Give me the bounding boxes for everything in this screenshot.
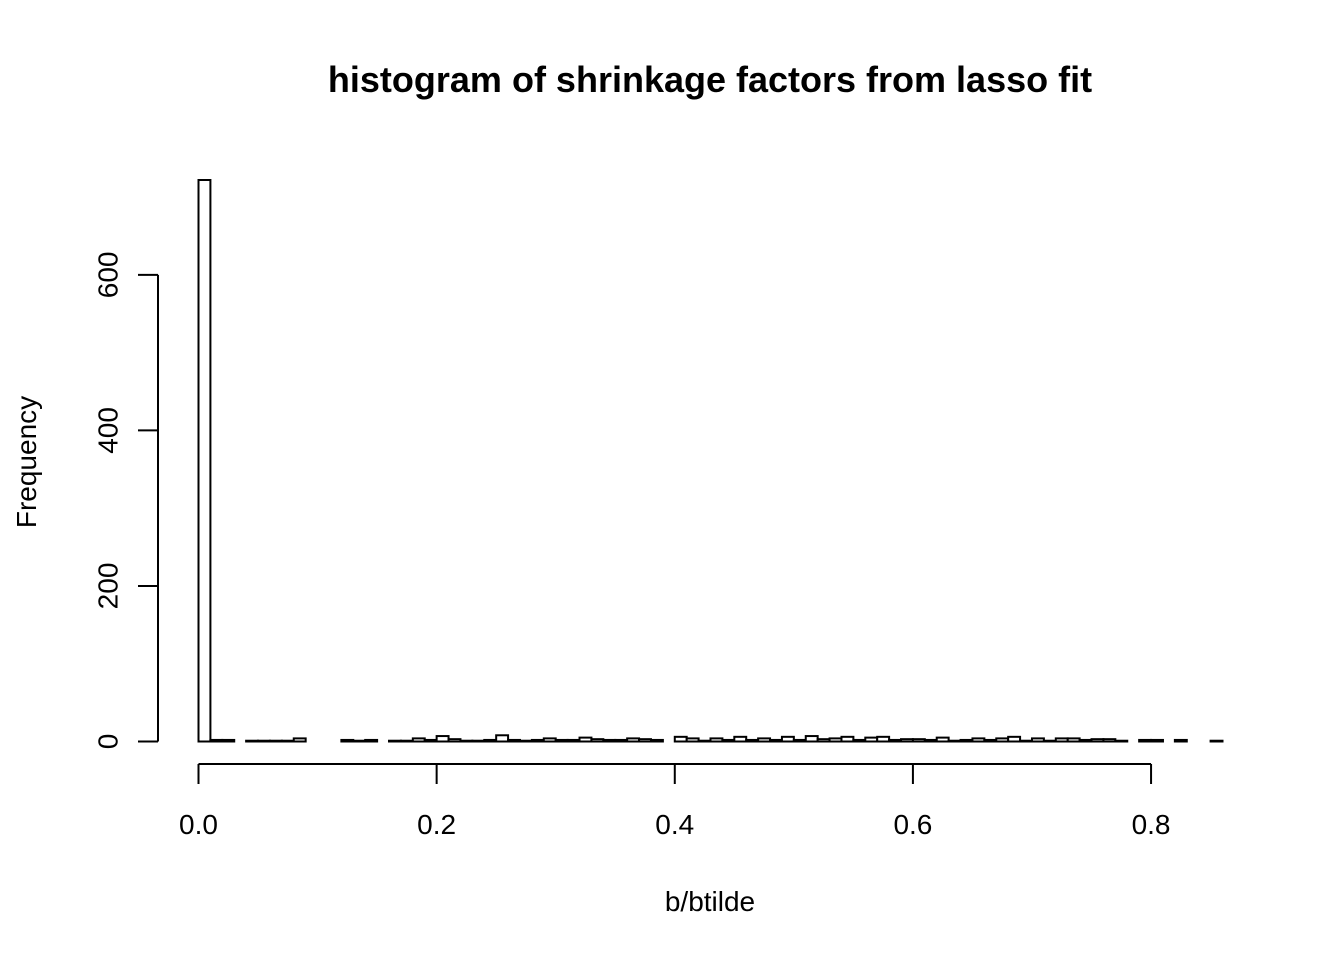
- histogram-bar: [1078, 738, 1093, 743]
- histogram-bar: [245, 739, 260, 743]
- histogram-bar: [340, 738, 355, 743]
- y-tick-label: 0: [92, 734, 123, 750]
- histogram-bar: [816, 738, 831, 743]
- histogram-bar: [1114, 739, 1129, 743]
- x-tick-label: 0.4: [655, 809, 694, 840]
- histogram-bar: [411, 737, 426, 743]
- histogram-bar: [911, 738, 926, 743]
- histogram-bar: [364, 738, 379, 743]
- histogram-bar: [566, 738, 581, 743]
- histogram-bar: [709, 737, 724, 743]
- histogram-bar: [864, 736, 879, 743]
- histogram-bar: [935, 736, 950, 743]
- histogram-bar: [471, 739, 486, 743]
- histogram-bar: [554, 738, 569, 743]
- histogram-bar: [578, 736, 593, 743]
- x-axis-label: b/btilde: [665, 886, 755, 917]
- histogram-bar: [673, 735, 688, 743]
- histogram-bar: [792, 738, 807, 743]
- histogram-bar: [459, 739, 474, 743]
- histogram-bars: [197, 179, 1224, 743]
- histogram-bar: [507, 738, 521, 743]
- histogram-bar: [828, 737, 843, 743]
- x-tick-label: 0.6: [893, 809, 932, 840]
- histogram-bar: [804, 735, 819, 743]
- histogram-bar: [1090, 738, 1105, 743]
- histogram-bar: [757, 737, 772, 743]
- histogram-bar: [983, 738, 998, 743]
- histogram-bar: [1173, 738, 1188, 743]
- histogram-bar: [542, 737, 557, 743]
- histogram-bar: [1007, 735, 1022, 743]
- histogram-bar: [423, 738, 438, 743]
- histogram-bar: [923, 738, 938, 743]
- histogram-bar: [1030, 737, 1045, 743]
- histogram-bar: [197, 179, 212, 743]
- y-axis: 0 200 400 600: [92, 252, 159, 750]
- histogram-bar: [1150, 738, 1164, 743]
- histogram-bar: [697, 739, 712, 743]
- histogram-bar: [995, 737, 1010, 743]
- histogram-bar: [435, 735, 450, 743]
- histogram-bar: [876, 735, 891, 743]
- histogram-bar: [1066, 737, 1081, 743]
- histogram-bar: [840, 735, 855, 743]
- y-axis-label: Frequency: [11, 396, 42, 528]
- histogram-bar: [1054, 737, 1069, 743]
- histogram-bar: [1042, 739, 1057, 743]
- histogram-bar: [626, 737, 641, 743]
- histogram-bar: [388, 739, 402, 743]
- histogram-bar: [733, 735, 748, 743]
- histogram-bar: [590, 738, 605, 743]
- histogram-bar: [447, 738, 462, 743]
- histogram-bar: [614, 738, 629, 743]
- y-tick-label: 400: [92, 407, 123, 454]
- x-tick-label: 0.8: [1132, 809, 1171, 840]
- histogram-bar: [721, 738, 736, 743]
- histogram-bar: [769, 738, 783, 743]
- histogram-bar: [495, 734, 510, 743]
- y-tick-label: 600: [92, 252, 123, 299]
- histogram-bar: [638, 738, 652, 743]
- y-tick-label: 200: [92, 563, 123, 610]
- histogram-bar: [399, 739, 414, 743]
- x-tick-label: 0.2: [417, 809, 456, 840]
- histogram-bar: [280, 739, 295, 743]
- chart-title: histogram of shrinkage factors from lass…: [328, 59, 1092, 100]
- histogram-bar: [530, 738, 545, 743]
- histogram-bar: [257, 739, 271, 743]
- x-axis: 0.0 0.2 0.4 0.6 0.8: [179, 763, 1171, 840]
- histogram-bar: [971, 737, 986, 743]
- histogram-bar: [685, 737, 700, 743]
- histogram-bar: [483, 738, 498, 743]
- histogram-bar: [352, 739, 367, 743]
- histogram-bar: [1019, 739, 1033, 743]
- histogram-bar: [602, 738, 617, 743]
- histogram-bar: [780, 735, 795, 743]
- histogram-bar: [947, 739, 962, 743]
- histogram-bar: [1102, 738, 1117, 743]
- histogram-bar: [1209, 739, 1224, 743]
- histogram-bar: [518, 739, 533, 743]
- histogram-bar: [745, 738, 760, 743]
- histogram-bar: [959, 738, 974, 743]
- x-tick-label: 0.0: [179, 809, 218, 840]
- histogram-bar: [292, 737, 307, 743]
- histogram-bar: [649, 738, 664, 743]
- histogram-bar: [852, 738, 867, 743]
- histogram-bar: [209, 738, 224, 743]
- histogram-bar: [888, 738, 903, 743]
- histogram-bar: [221, 738, 236, 743]
- histogram-bar: [1138, 738, 1153, 743]
- histogram-bar: [268, 739, 283, 743]
- histogram-bar: [900, 738, 914, 743]
